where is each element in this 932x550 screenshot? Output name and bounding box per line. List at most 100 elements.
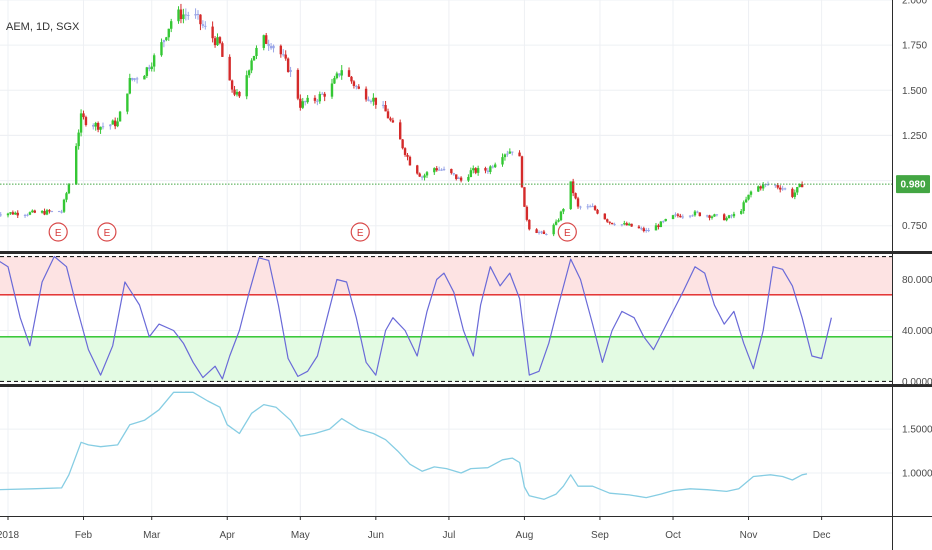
- candle[interactable]: [170, 18, 173, 33]
- candle[interactable]: [26, 213, 29, 217]
- candle[interactable]: [352, 80, 356, 89]
- candle[interactable]: [545, 233, 548, 236]
- candle[interactable]: [204, 21, 207, 30]
- candle[interactable]: [452, 172, 455, 176]
- candle[interactable]: [372, 93, 375, 106]
- candle[interactable]: [355, 84, 358, 90]
- candle[interactable]: [28, 211, 32, 216]
- candle[interactable]: [725, 216, 728, 222]
- candle[interactable]: [491, 164, 494, 169]
- candle[interactable]: [576, 196, 580, 209]
- price-candles[interactable]: [0, 3, 804, 237]
- candle[interactable]: [586, 204, 589, 210]
- candle[interactable]: [133, 78, 136, 82]
- candle[interactable]: [557, 218, 560, 223]
- candle[interactable]: [148, 64, 151, 72]
- candle[interactable]: [418, 172, 421, 177]
- candle[interactable]: [238, 91, 241, 98]
- candle[interactable]: [99, 126, 102, 134]
- candle[interactable]: [255, 45, 258, 60]
- candle[interactable]: [9, 212, 12, 215]
- candle[interactable]: [474, 167, 477, 175]
- candle[interactable]: [537, 230, 541, 235]
- candle[interactable]: [211, 21, 214, 43]
- candle[interactable]: [523, 187, 526, 207]
- candle[interactable]: [408, 155, 412, 166]
- candle[interactable]: [796, 186, 799, 196]
- candle[interactable]: [688, 215, 692, 219]
- candle[interactable]: [403, 147, 407, 157]
- candle[interactable]: [150, 62, 153, 72]
- candle[interactable]: [109, 124, 112, 130]
- candle[interactable]: [654, 222, 658, 231]
- candle[interactable]: [279, 44, 283, 58]
- candle[interactable]: [177, 6, 180, 24]
- candle[interactable]: [381, 101, 385, 109]
- candle[interactable]: [467, 174, 470, 183]
- candle[interactable]: [43, 208, 46, 216]
- candle[interactable]: [369, 99, 373, 104]
- candle[interactable]: [501, 153, 504, 167]
- candle[interactable]: [65, 191, 68, 203]
- candle[interactable]: [705, 214, 709, 218]
- candle[interactable]: [179, 3, 183, 24]
- earnings-event-marker[interactable]: E: [557, 222, 577, 242]
- candle[interactable]: [508, 148, 512, 154]
- candle[interactable]: [321, 91, 324, 95]
- candle[interactable]: [262, 34, 265, 51]
- candle[interactable]: [31, 209, 34, 213]
- candle[interactable]: [659, 220, 663, 228]
- candle[interactable]: [301, 97, 304, 110]
- candle[interactable]: [671, 214, 675, 220]
- candle[interactable]: [0, 212, 2, 217]
- candle[interactable]: [230, 79, 234, 93]
- candle[interactable]: [535, 228, 538, 234]
- candle[interactable]: [389, 116, 392, 122]
- candle[interactable]: [457, 176, 460, 180]
- candle[interactable]: [221, 41, 224, 58]
- candle[interactable]: [201, 20, 205, 29]
- candle[interactable]: [542, 229, 546, 235]
- candle[interactable]: [625, 221, 628, 226]
- candle[interactable]: [50, 210, 54, 213]
- candle[interactable]: [630, 223, 633, 227]
- candle[interactable]: [525, 205, 529, 222]
- candle[interactable]: [757, 185, 760, 193]
- candle[interactable]: [152, 53, 156, 72]
- candle[interactable]: [165, 36, 168, 42]
- candle[interactable]: [160, 38, 163, 57]
- candle[interactable]: [374, 97, 378, 109]
- candle[interactable]: [265, 32, 268, 45]
- candle[interactable]: [603, 213, 607, 220]
- candle[interactable]: [284, 50, 287, 61]
- candle[interactable]: [196, 10, 200, 20]
- lower-indicator-line[interactable]: [0, 391, 808, 500]
- candle[interactable]: [610, 222, 614, 225]
- oscillator-series-line[interactable]: [0, 255, 832, 380]
- candle[interactable]: [722, 213, 726, 221]
- candle[interactable]: [442, 166, 446, 171]
- candle[interactable]: [747, 194, 750, 201]
- oscillator-line[interactable]: [0, 255, 832, 380]
- candle[interactable]: [574, 192, 577, 200]
- candle[interactable]: [472, 165, 475, 174]
- candle[interactable]: [579, 205, 582, 210]
- candle[interactable]: [713, 213, 716, 217]
- candle[interactable]: [187, 11, 190, 20]
- price-axis[interactable]: 2.000 1.750 1.500 1.250 0.750 80.0000 40.0000 0…: [902, 0, 932, 480]
- candle[interactable]: [730, 214, 733, 219]
- candle[interactable]: [131, 77, 134, 82]
- candle[interactable]: [793, 189, 797, 200]
- candle[interactable]: [296, 68, 300, 101]
- candle[interactable]: [486, 167, 490, 174]
- candle[interactable]: [679, 213, 682, 218]
- candle[interactable]: [286, 57, 290, 73]
- candle[interactable]: [213, 36, 217, 48]
- candle[interactable]: [330, 78, 334, 99]
- candle[interactable]: [269, 42, 273, 50]
- candle[interactable]: [23, 213, 27, 218]
- candle[interactable]: [484, 166, 487, 174]
- candle[interactable]: [435, 166, 438, 172]
